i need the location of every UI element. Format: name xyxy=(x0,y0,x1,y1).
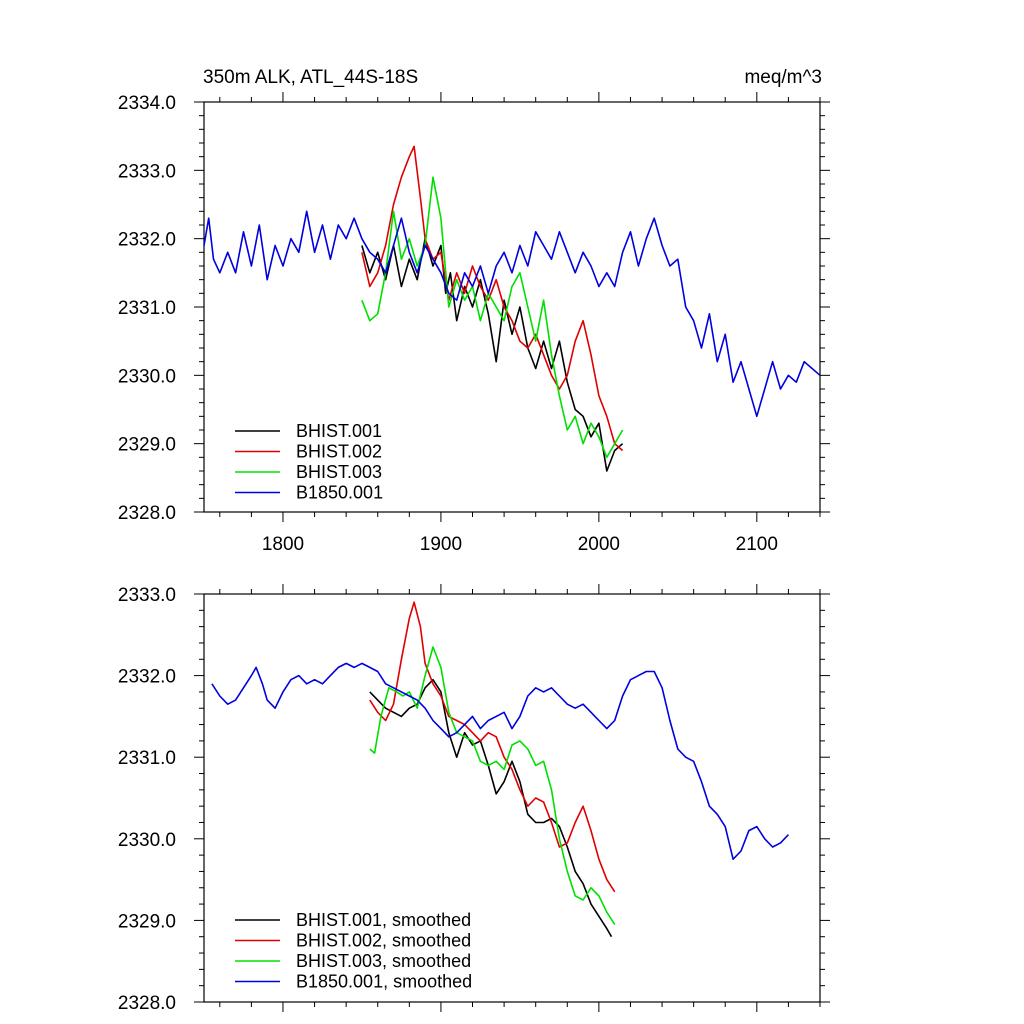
legend-label: BHIST.002, smoothed xyxy=(296,931,471,951)
series-line-b1850-001 xyxy=(203,210,821,418)
series-line-b1850-001-smoothed xyxy=(211,662,789,861)
y-tick-label: 2334.0 xyxy=(118,93,176,114)
y-tick-label: 2328.0 xyxy=(118,993,176,1014)
y-tick-label: 2329.0 xyxy=(118,911,176,932)
y-tick-label: 2333.0 xyxy=(118,585,176,606)
y-tick-label: 2332.0 xyxy=(118,230,176,251)
top-panel: 1800 1900 2000 2100 2328.0 2329.0 2330.0 2331.0… xyxy=(118,92,830,555)
legend-label: BHIST.001 xyxy=(296,421,382,441)
series-line-bhist-001 xyxy=(361,237,624,472)
chart-title: 350m ALK, ATL_44S-18S xyxy=(203,67,418,88)
legend-label: BHIST.002 xyxy=(296,442,382,462)
y-tick-label: 2330.0 xyxy=(118,366,176,387)
x-tick-label: 2000 xyxy=(578,534,620,555)
series-line-bhist-003-smoothed xyxy=(369,646,616,925)
y-tick-label: 2329.0 xyxy=(118,435,176,456)
series-line-bhist-001-smoothed xyxy=(369,678,613,938)
y-tick-label: 2330.0 xyxy=(118,830,176,851)
legend-label: B1850.001, smoothed xyxy=(296,972,472,992)
bottom-panel: 2328.0 2329.0 2330.0 2331.0 2332.0 2333.0 BHIS… xyxy=(118,584,830,1014)
y-tick-label: 2332.0 xyxy=(118,667,176,688)
y-tick-label: 2331.0 xyxy=(118,748,176,769)
plot-frame xyxy=(203,593,821,1003)
legend-label: BHIST.003, smoothed xyxy=(296,951,471,971)
x-tick-label: 1800 xyxy=(262,534,304,555)
legend-label: BHIST.003 xyxy=(296,462,382,482)
y-tick-label: 2333.0 xyxy=(118,161,176,182)
series-line-bhist-003 xyxy=(361,176,624,459)
chart-units: meq/m^3 xyxy=(744,67,822,88)
legend-label: B1850.001 xyxy=(296,483,383,503)
y-tick-label: 2331.0 xyxy=(118,298,176,319)
x-tick-label: 2100 xyxy=(736,534,778,555)
legend-label: BHIST.001, smoothed xyxy=(296,910,471,930)
series-line-bhist-002 xyxy=(361,145,624,452)
y-tick-label: 2328.0 xyxy=(118,503,176,524)
x-tick-label: 1900 xyxy=(420,534,462,555)
series-line-bhist-002-smoothed xyxy=(369,601,616,893)
